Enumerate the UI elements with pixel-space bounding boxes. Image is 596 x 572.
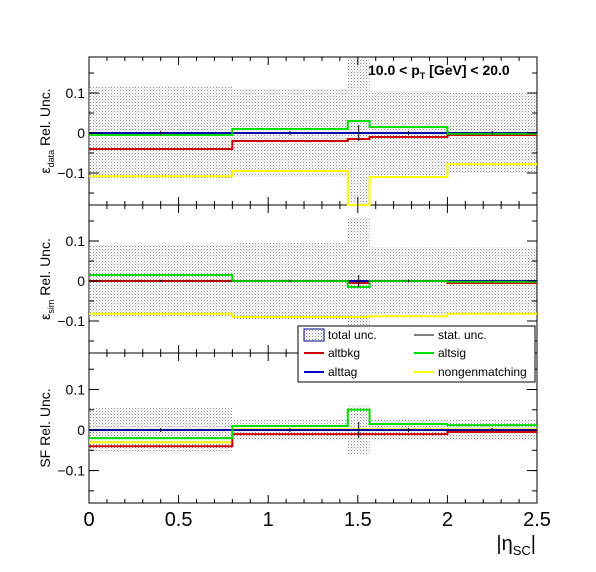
legend-alttag-label: alttag bbox=[328, 365, 357, 379]
panel-top-ylabel: εdata Rel. Unc. bbox=[37, 88, 56, 173]
y-tick-label: 0.1 bbox=[66, 85, 86, 101]
legend-total-swatch bbox=[303, 328, 325, 342]
x-tick-label: 0 bbox=[83, 509, 94, 531]
y-tick-label: −0.1 bbox=[57, 463, 85, 479]
legend-total-label: total unc. bbox=[328, 328, 377, 342]
x-tick-label: 0.5 bbox=[165, 509, 193, 531]
legend-stat-label: stat. unc. bbox=[438, 328, 487, 342]
legend-altbkg-label: altbkg bbox=[328, 346, 360, 360]
x-tick-label: 1 bbox=[263, 509, 274, 531]
legend: total unc. stat. unc. altbkg altsig altt… bbox=[297, 325, 536, 383]
x-tick-label: 2.5 bbox=[523, 509, 551, 531]
nongenmatching-line bbox=[89, 312, 537, 318]
y-tick-label: 0.1 bbox=[66, 381, 86, 397]
y-tick-label: 0 bbox=[77, 422, 85, 438]
y-tick-label: −0.1 bbox=[57, 313, 85, 329]
y-tick-label: 0 bbox=[77, 273, 85, 289]
panel-1-plot: 0.1 0 −0.1 bbox=[57, 205, 538, 353]
panel-mid-ylabel: εsim Rel. Unc. bbox=[37, 238, 56, 320]
y-tick-label: 0.1 bbox=[66, 233, 86, 249]
altsig-line bbox=[89, 120, 537, 136]
legend-nongenmatching-label: nongenmatching bbox=[438, 365, 527, 379]
y-tick-label: 0 bbox=[77, 125, 85, 141]
nongenmatching-line bbox=[89, 163, 537, 206]
x-tick-label: 1.5 bbox=[344, 509, 372, 531]
pt-annotation: 10.0 < pT [GeV] < 20.0 bbox=[368, 62, 510, 81]
altsig-line bbox=[89, 408, 537, 440]
panel-0-plot: 0.1 0 −0.1 bbox=[57, 57, 538, 206]
y-tick-label: −0.1 bbox=[57, 165, 85, 181]
plot-layer: 0.1 0 −0.1 0.1 0 −0.1 0.1 0 −0.1 0 0.5 1 1.5 2 2.5 bbox=[57, 57, 551, 531]
x-tick-label: 2 bbox=[442, 509, 453, 531]
panel-bot-ylabel: SF Rel. Unc. bbox=[37, 388, 53, 467]
panel-2-plot: 0.1 0 −0.1 bbox=[57, 353, 538, 503]
x-axis-label: |ηSC| bbox=[496, 533, 536, 558]
legend-altsig-label: altsig bbox=[438, 346, 466, 360]
